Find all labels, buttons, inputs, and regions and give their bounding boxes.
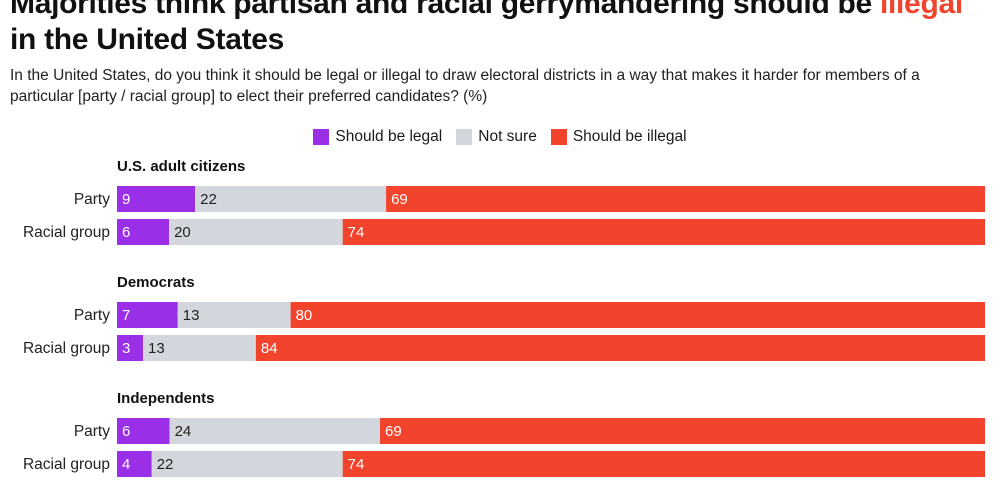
bar-segment-not-sure — [195, 186, 387, 212]
row-label: Racial group — [23, 456, 110, 473]
row-label: Party — [74, 307, 110, 324]
bar-segment-legal — [117, 418, 170, 444]
bar-segment-legal — [117, 219, 170, 245]
bar-segment-legal — [117, 335, 144, 361]
bar-segment-illegal — [386, 186, 986, 212]
data-label-illegal: 74 — [348, 456, 365, 473]
legend-item-illegal: Should be illegal — [550, 128, 687, 146]
row-label: Party — [74, 191, 110, 208]
data-label-illegal: 69 — [391, 191, 408, 208]
bar-segment-legal — [117, 451, 152, 477]
bar-segment-legal — [117, 186, 196, 212]
data-label-legal: 4 — [122, 456, 130, 473]
data-label-not-sure: 13 — [148, 340, 165, 357]
legend-swatch-legal — [313, 129, 330, 145]
bar-segment-illegal — [342, 451, 985, 477]
data-label-not-sure: 22 — [157, 456, 174, 473]
chart-title-highlight: illegal — [879, 0, 963, 20]
data-label-not-sure: 24 — [175, 423, 192, 440]
legend-label-not-sure: Not sure — [478, 128, 537, 145]
legend: Should be legal Not sure Should be illeg… — [0, 126, 1000, 148]
bar-segment-not-sure — [177, 302, 291, 328]
bar-segment-not-sure — [151, 451, 343, 477]
chart-title: Majorities think partisan and racial ger… — [10, 0, 995, 58]
data-label-illegal: 74 — [348, 224, 365, 241]
bar-segment-illegal — [380, 418, 986, 444]
bar-segment-legal — [117, 302, 178, 328]
row-label: Racial group — [23, 224, 110, 241]
bar-segment-illegal — [255, 335, 985, 361]
data-label-not-sure: 13 — [183, 307, 200, 324]
data-label-legal: 6 — [122, 224, 130, 241]
row-label: Party — [74, 423, 110, 440]
legend-label-illegal: Should be illegal — [572, 128, 687, 145]
data-label-not-sure: 22 — [200, 191, 217, 208]
data-label-legal: 3 — [122, 340, 130, 357]
chart-subtitle: In the United States, do you think it sh… — [10, 67, 920, 105]
data-label-legal: 6 — [122, 423, 130, 440]
data-label-not-sure: 20 — [174, 224, 191, 241]
group-label: Democrats — [117, 274, 195, 291]
bar-segment-not-sure — [169, 219, 343, 245]
legend-item-not-sure: Not sure — [456, 128, 537, 146]
group-label: Independents — [117, 390, 215, 407]
chart-title-prefix: Majorities think partisan and racial ger… — [10, 0, 880, 20]
legend-label-legal: Should be legal — [335, 128, 443, 145]
data-label-illegal: 84 — [261, 340, 278, 357]
bar-segment-illegal — [342, 219, 985, 245]
data-label-legal: 7 — [122, 307, 130, 324]
group-label: U.S. adult citizens — [117, 158, 245, 175]
bar-segment-not-sure — [143, 335, 256, 361]
chart-title-line2: in the United States — [10, 23, 285, 56]
bar-segment-illegal — [290, 302, 986, 328]
bar-segment-not-sure — [169, 418, 381, 444]
legend-item-legal: Should be legal — [313, 128, 442, 146]
row-label: Racial group — [23, 340, 110, 357]
legend-swatch-illegal — [550, 129, 567, 145]
data-label-illegal: 80 — [296, 307, 313, 324]
data-label-legal: 9 — [122, 191, 130, 208]
data-label-illegal: 69 — [385, 423, 402, 440]
legend-swatch-not-sure — [456, 129, 473, 145]
